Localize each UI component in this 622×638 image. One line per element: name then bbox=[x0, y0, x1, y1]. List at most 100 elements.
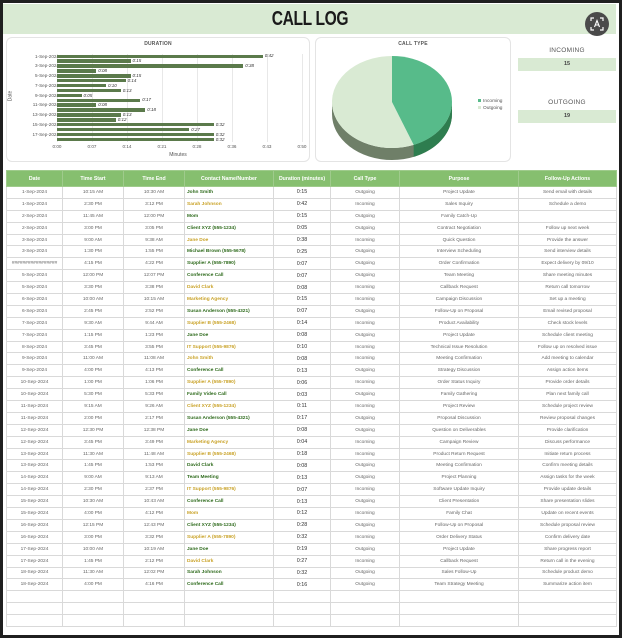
cell-time-end[interactable]: 2:37 PM bbox=[123, 483, 185, 497]
cell-date[interactable]: 17-Sep-2024 bbox=[6, 554, 63, 568]
cell-purpose[interactable]: Quick Question bbox=[399, 233, 519, 247]
cell-follow-up[interactable]: Assign tasks for the week bbox=[518, 471, 617, 485]
cell-duration[interactable]: 0:17 bbox=[273, 411, 331, 425]
cell-time-end[interactable]: 11:08 AM bbox=[123, 352, 185, 366]
cell-purpose[interactable]: Sales Follow-Up bbox=[399, 566, 519, 580]
cell-follow-up[interactable]: Follow up next week bbox=[518, 221, 617, 235]
cell-date[interactable]: 7-Sep-2024 bbox=[6, 316, 63, 330]
cell-duration[interactable]: 0:32 bbox=[273, 530, 331, 544]
cell-date[interactable]: 3-Sep-2024 bbox=[6, 233, 63, 247]
cell-time-end[interactable]: 1:55 PM bbox=[123, 245, 185, 259]
cell-contact[interactable]: Sarah Johnson bbox=[184, 197, 274, 211]
cell-duration[interactable]: 0:15 bbox=[273, 209, 331, 223]
cell-call-type[interactable]: Outgoing bbox=[330, 411, 400, 425]
cell-purpose[interactable]: Campaign Review bbox=[399, 435, 519, 449]
cell-date[interactable]: 3-Sep-2024 bbox=[6, 245, 63, 259]
cell-empty[interactable] bbox=[62, 602, 124, 616]
cell-follow-up[interactable]: Schedule product demo bbox=[518, 566, 617, 580]
cell-follow-up[interactable]: Review proposal changes bbox=[518, 411, 617, 425]
cell-contact[interactable]: Client XYZ (555-1234) bbox=[184, 518, 274, 532]
cell-empty[interactable] bbox=[273, 614, 331, 627]
cell-duration[interactable]: 0:25 bbox=[273, 245, 331, 259]
cell-empty[interactable] bbox=[273, 590, 331, 604]
cell-time-end[interactable]: 3:38 PM bbox=[123, 281, 185, 295]
cell-empty[interactable] bbox=[62, 590, 124, 604]
cell-purpose[interactable]: Interview Scheduling bbox=[399, 245, 519, 259]
cell-date[interactable]: 1-Sep-2024 bbox=[6, 186, 63, 199]
cell-call-type[interactable]: Incoming bbox=[330, 435, 400, 449]
cell-date[interactable]: 7-Sep-2024 bbox=[6, 328, 63, 342]
cell-empty[interactable] bbox=[123, 590, 185, 604]
cell-call-type[interactable]: Outgoing bbox=[330, 269, 400, 283]
cell-follow-up[interactable]: Provide update details bbox=[518, 483, 617, 497]
cell-time-start[interactable]: 2:30 PM bbox=[62, 483, 124, 497]
cell-time-start[interactable]: 2:00 PM bbox=[62, 411, 124, 425]
cell-follow-up[interactable]: Share progress report bbox=[518, 542, 617, 556]
cell-call-type[interactable]: Outgoing bbox=[330, 304, 400, 318]
cell-time-end[interactable]: 3:32 PM bbox=[123, 530, 185, 544]
cell-duration[interactable]: 0:15 bbox=[273, 186, 331, 199]
cell-contact[interactable]: John Smith bbox=[184, 352, 274, 366]
cell-purpose[interactable]: Callback Request bbox=[399, 281, 519, 295]
cell-contact[interactable]: Family Video Call bbox=[184, 388, 274, 402]
cell-follow-up[interactable]: Initiate return process bbox=[518, 447, 617, 461]
cell-call-type[interactable]: Outgoing bbox=[330, 257, 400, 271]
cell-time-end[interactable]: 10:19 AM bbox=[123, 542, 185, 556]
cell-purpose[interactable]: Follow-Up on Proposal bbox=[399, 518, 519, 532]
cell-date[interactable]: 18-Sep-2024 bbox=[6, 566, 63, 580]
cell-empty[interactable] bbox=[6, 590, 63, 604]
cell-time-end[interactable]: 12:07 PM bbox=[123, 269, 185, 283]
cell-empty[interactable] bbox=[6, 614, 63, 627]
cell-time-end[interactable]: 1:23 PM bbox=[123, 328, 185, 342]
cell-contact[interactable]: Michael Brown (555-5678) bbox=[184, 245, 274, 259]
cell-empty[interactable] bbox=[273, 602, 331, 616]
cell-follow-up[interactable]: Follow up on resolved issue bbox=[518, 340, 617, 354]
cell-duration[interactable]: 0:42 bbox=[273, 197, 331, 211]
cell-duration[interactable]: 0:08 bbox=[273, 352, 331, 366]
cell-contact[interactable]: John Smith bbox=[184, 186, 274, 199]
header-time-end[interactable]: Time End bbox=[123, 170, 185, 187]
cell-date[interactable]: 8-Sep-2024 bbox=[6, 340, 63, 354]
cell-empty[interactable] bbox=[399, 590, 519, 604]
cell-time-start[interactable]: 10:00 AM bbox=[62, 293, 124, 306]
cell-call-type[interactable]: Outgoing bbox=[330, 423, 400, 437]
cell-date[interactable]: 16-Sep-2024 bbox=[6, 518, 63, 532]
cell-contact[interactable]: Supplier A (555-7890) bbox=[184, 376, 274, 390]
cell-time-end[interactable]: 12:38 PM bbox=[123, 423, 185, 437]
cell-contact[interactable]: David Clark bbox=[184, 281, 274, 295]
cell-contact[interactable]: Jane Doe bbox=[184, 423, 274, 437]
cell-contact[interactable]: Supplier B (555-2468) bbox=[184, 447, 274, 461]
cell-purpose[interactable]: Contract Negotiation bbox=[399, 221, 519, 235]
cell-contact[interactable]: David Clark bbox=[184, 459, 274, 473]
cell-time-start[interactable]: 9:00 AM bbox=[62, 233, 124, 247]
cell-date[interactable]: 11-Sep-2024 bbox=[6, 411, 63, 425]
cell-duration[interactable]: 0:13 bbox=[273, 495, 331, 509]
cell-time-end[interactable]: 9:38 AM bbox=[123, 233, 185, 247]
cell-duration[interactable]: 0:08 bbox=[273, 281, 331, 295]
cell-time-start[interactable]: 4:00 PM bbox=[62, 507, 124, 520]
cell-date[interactable]: 12-Sep-2024 bbox=[6, 435, 63, 449]
cell-date[interactable]: 18-Sep-2024 bbox=[6, 578, 63, 592]
cell-date[interactable]: 14-Sep-2024 bbox=[6, 471, 63, 485]
cell-date[interactable]: 16-Sep-2024 bbox=[6, 530, 63, 544]
cell-time-start[interactable]: 4:00 PM bbox=[62, 364, 124, 378]
cell-purpose[interactable]: Project Update bbox=[399, 186, 519, 199]
cell-duration[interactable]: 0:08 bbox=[273, 459, 331, 473]
cell-time-start[interactable]: 9:30 AM bbox=[62, 316, 124, 330]
cell-call-type[interactable]: Incoming bbox=[330, 483, 400, 497]
cell-duration[interactable]: 0:28 bbox=[273, 518, 331, 532]
cell-empty[interactable] bbox=[518, 602, 617, 616]
cell-time-start[interactable]: 3:45 PM bbox=[62, 435, 124, 449]
cell-empty[interactable] bbox=[399, 614, 519, 627]
cell-time-end[interactable]: 12:02 PM bbox=[123, 566, 185, 580]
cell-purpose[interactable]: Team Strategy Meeting bbox=[399, 578, 519, 592]
cell-time-end[interactable]: 3:05 PM bbox=[123, 221, 185, 235]
cell-call-type[interactable]: Incoming bbox=[330, 376, 400, 390]
cell-purpose[interactable]: Proposal Discussion bbox=[399, 411, 519, 425]
cell-contact[interactable]: Mom bbox=[184, 209, 274, 223]
cell-call-type[interactable]: Outgoing bbox=[330, 364, 400, 378]
cell-time-end[interactable]: 10:15 AM bbox=[123, 293, 185, 306]
cell-empty[interactable] bbox=[184, 590, 274, 604]
cell-contact[interactable]: Client XYZ (555-1234) bbox=[184, 221, 274, 235]
cell-time-end[interactable]: 11:48 AM bbox=[123, 447, 185, 461]
